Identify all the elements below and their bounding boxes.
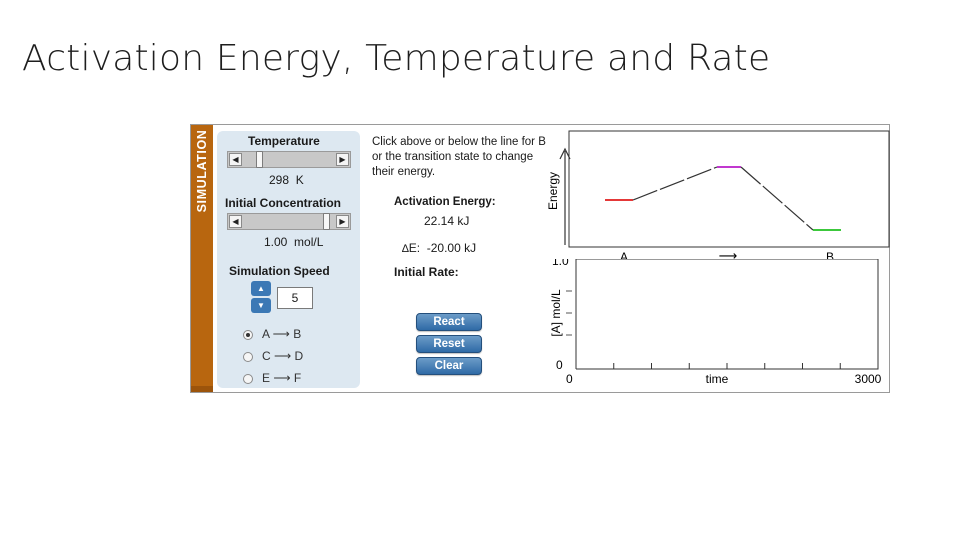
concentration-plot-frame — [575, 259, 879, 370]
y-axis-bottom-label: 0 — [556, 358, 563, 372]
reaction-option-c-d[interactable]: C ⟶ D — [262, 349, 304, 363]
delta-e-label: E: — [408, 241, 421, 255]
reaction-product: B — [293, 327, 302, 341]
reaction-option-e-f[interactable]: E ⟶ F — [262, 371, 302, 385]
temperature-decrease-arrow-icon[interactable]: ◀ — [229, 153, 242, 166]
slide-title: Activation Energy, Temperature and Rate — [22, 38, 771, 79]
clear-button[interactable]: Clear — [416, 357, 482, 375]
concentration-label: Initial Concentration — [225, 196, 342, 210]
simulation-band-label: SIMULATION — [195, 129, 209, 213]
concentration-unit: mol/L — [294, 235, 324, 249]
concentration-value: 1.00 — [264, 235, 288, 249]
concentration-slider[interactable]: ◀ ▶ — [227, 213, 351, 230]
speed-label: Simulation Speed — [229, 264, 330, 278]
x-axis-left-label: 0 — [566, 372, 573, 386]
activation-energy-label: Activation Energy: — [394, 196, 496, 208]
reaction-path-falling — [740, 166, 814, 231]
x-axis-title: time — [706, 372, 729, 386]
y-axis-top-label: 1.0 — [552, 259, 569, 268]
activation-energy-value: 22.14 kJ — [424, 214, 470, 228]
reaction-reactant: E — [262, 371, 271, 385]
temperature-increase-arrow-icon[interactable]: ▶ — [336, 153, 349, 166]
concentration-axis-label: [A] mol/L — [549, 289, 563, 337]
reaction-option-a-b[interactable]: A ⟶ B — [262, 327, 302, 341]
energy-diagram-frame — [568, 130, 890, 248]
speed-down-arrow-icon[interactable]: ▼ — [251, 298, 271, 313]
speed-up-arrow-icon[interactable]: ▲ — [251, 281, 271, 296]
concentration-axis-area — [546, 259, 576, 389]
temperature-slider[interactable]: ◀ ▶ — [227, 151, 351, 168]
temperature-slider-thumb[interactable] — [256, 151, 264, 168]
reaction-path-rising — [632, 166, 718, 201]
concentration-readout: 1.00 mol/L — [264, 235, 323, 249]
reaction-radio-a-b[interactable] — [243, 330, 253, 340]
concentration-increase-arrow-icon[interactable]: ▶ — [336, 215, 349, 228]
x-axis-right-label: 3000 — [855, 372, 882, 386]
product-axis-label: B — [826, 250, 834, 264]
reaction-product: F — [293, 371, 302, 385]
reset-button[interactable]: Reset — [416, 335, 482, 353]
controls-panel: Temperature ◀ ▶ 298 K Initial Concentrat… — [217, 131, 360, 388]
concentration-decrease-arrow-icon[interactable]: ◀ — [229, 215, 242, 228]
delta-e-readout: ∆E: -20.00 kJ — [402, 241, 476, 255]
energy-axis-label: Energy — [546, 172, 560, 210]
react-button[interactable]: React — [416, 313, 482, 331]
reaction-radio-e-f[interactable] — [243, 374, 253, 384]
x-axis-ticks — [575, 363, 879, 369]
concentration-plot: 1.0 0 [A] mol/L 0 time 3000 — [546, 259, 882, 389]
delta-icon: ∆ — [402, 243, 409, 255]
speed-input[interactable]: 5 — [277, 287, 313, 309]
concentration-slider-thumb[interactable] — [322, 213, 330, 230]
temperature-readout: 298 K — [269, 173, 304, 187]
energy-axis-arrow-icon — [559, 147, 571, 160]
reaction-product: D — [294, 349, 304, 363]
reaction-reactant: C — [262, 349, 271, 363]
initial-rate-label: Initial Rate: — [394, 265, 459, 279]
reaction-radio-c-d[interactable] — [243, 352, 253, 362]
simulation-panel: SIMULATION Temperature ◀ ▶ 298 K Initial… — [190, 124, 890, 393]
instructions-text: Click above or below the line for B or t… — [372, 136, 546, 178]
delta-e-value: -20.00 kJ — [426, 241, 477, 255]
temperature-value: 298 — [269, 173, 290, 187]
band-footer — [191, 386, 213, 392]
temperature-label: Temperature — [248, 134, 320, 148]
temperature-unit: K — [295, 173, 304, 187]
reactant-axis-label: A — [620, 250, 628, 264]
reaction-reactant: A — [262, 327, 270, 341]
simulation-side-band: SIMULATION — [191, 125, 213, 392]
energy-diagram[interactable]: Energy A ⟶ B — [541, 129, 891, 267]
